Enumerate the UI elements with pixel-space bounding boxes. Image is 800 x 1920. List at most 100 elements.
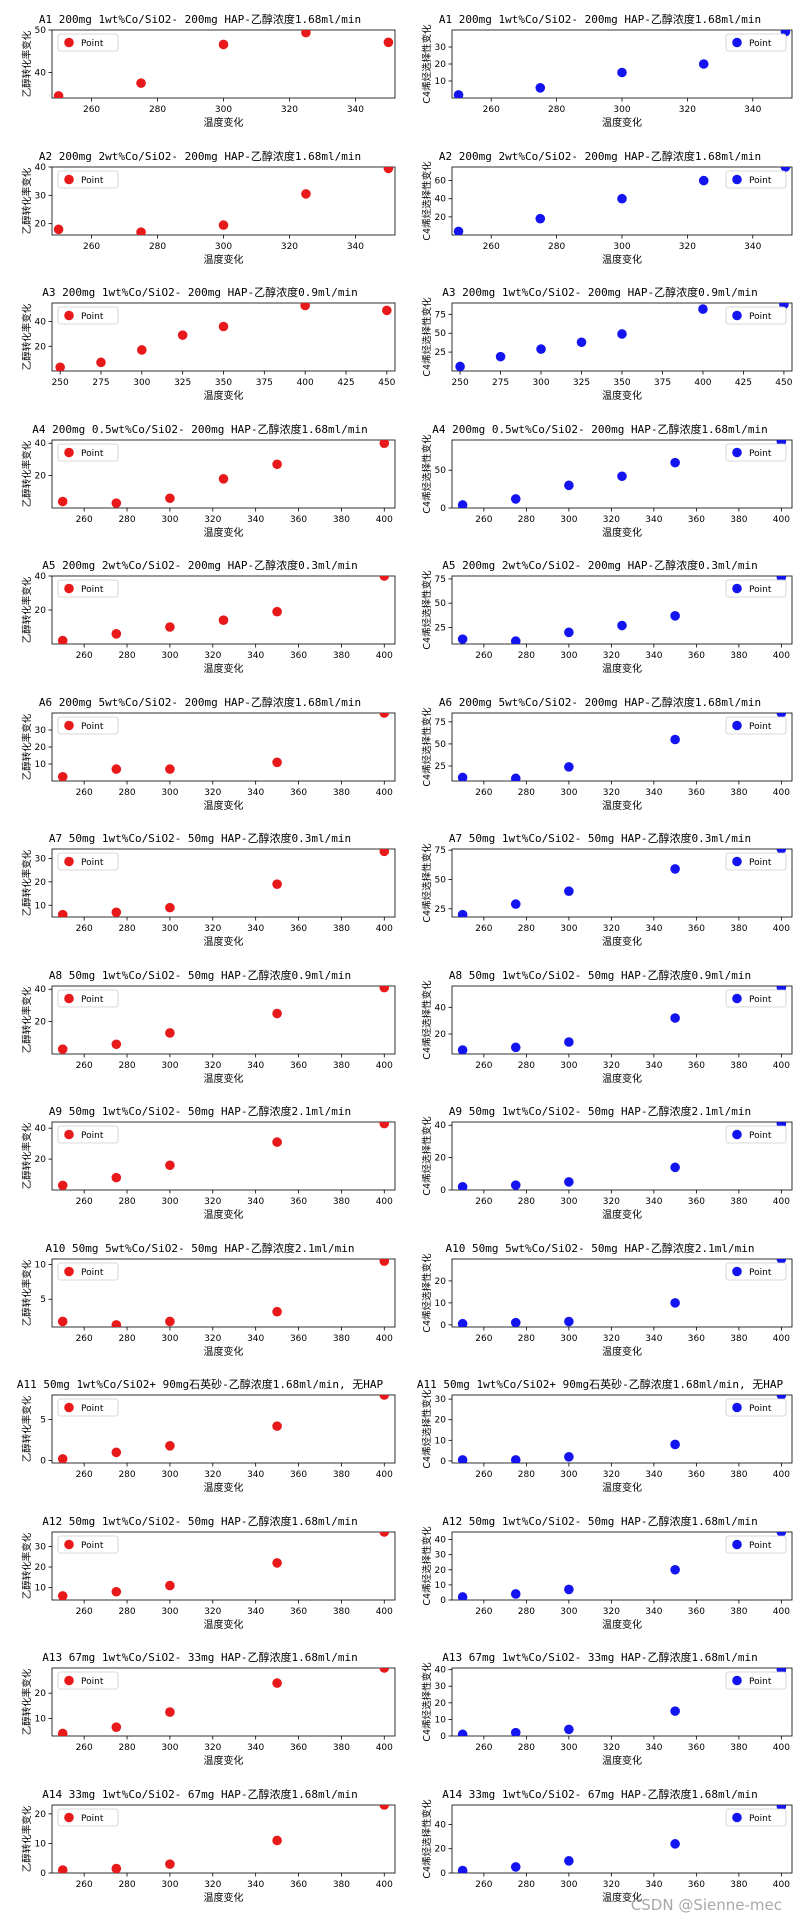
x-tick-label: 320 [603, 515, 620, 525]
legend-label: Point [749, 858, 772, 868]
y-tick-label: 50 [435, 875, 447, 885]
legend-label: Point [81, 722, 104, 732]
x-tick-label: 260 [483, 105, 500, 115]
y-tick-label: 20 [435, 1276, 447, 1286]
x-tick-label: 260 [475, 1470, 492, 1480]
x-tick-label: 380 [333, 515, 350, 525]
scatter-plot: 260 280 300 320 340 360 380 400 10 20 30 温度变化 乙醇转化率变… [21, 848, 396, 948]
legend-label: Point [749, 1677, 772, 1687]
scatter-plot: 260 280 300 320 340 360 380 400 25 50 75 温度变化 C4烯烃选择… [421, 570, 793, 675]
x-tick-label: 280 [118, 788, 135, 798]
y-axis-label: C4烯烃选择性变化 [421, 570, 433, 650]
x-tick-label: 260 [76, 924, 93, 934]
x-tick-label: 360 [688, 924, 705, 934]
legend-label: Point [81, 995, 104, 1005]
y-tick-label: 10 [35, 1583, 47, 1593]
data-point [564, 1724, 574, 1735]
y-tick-label: 0 [440, 504, 446, 514]
x-tick-label: 380 [730, 515, 747, 525]
x-tick-label: 380 [730, 1743, 747, 1753]
legend-marker [732, 447, 742, 457]
x-tick-label: 320 [603, 924, 620, 934]
legend: Point [57, 1262, 119, 1280]
x-tick-label: 425 [735, 378, 752, 388]
x-tick-label: 400 [376, 515, 393, 525]
y-axis-label: 乙醇转化率变化 [21, 986, 33, 1053]
y-tick-label: 50 [435, 329, 447, 339]
y-tick-label: 10 [435, 1580, 447, 1590]
legend-label: Point [81, 1677, 104, 1687]
panel-A8-left: A8 50mg 1wt%Co/SiO2- 50mg HAP-乙醇浓度0.9ml/… [0, 964, 400, 1101]
x-tick-label: 280 [518, 1607, 535, 1617]
data-point [564, 761, 574, 772]
x-tick-label: 320 [204, 1470, 221, 1480]
y-tick-label: 40 [435, 1820, 447, 1830]
legend-marker [732, 1539, 742, 1549]
data-point [379, 1395, 390, 1400]
y-tick-label: 20 [435, 1030, 447, 1040]
legend-label: Point [749, 995, 772, 1005]
legend-marker [64, 1675, 74, 1686]
legend-label: Point [749, 585, 772, 595]
plot-frame [451, 985, 793, 1054]
x-tick-label: 380 [333, 1197, 350, 1207]
y-tick-label: 5 [40, 1416, 46, 1426]
data-point [57, 1180, 68, 1190]
x-tick-label: 400 [773, 1197, 790, 1207]
legend-label: Point [749, 1131, 772, 1141]
x-tick-label: 340 [247, 515, 264, 525]
legend: Point [725, 1398, 787, 1417]
x-tick-label: 360 [688, 1607, 705, 1617]
x-tick-label: 320 [204, 1061, 221, 1071]
chart-title: A14 33mg 1wt%Co/SiO2- 67mg HAP-乙醇浓度1.68m… [42, 1787, 358, 1801]
data-point [272, 1008, 282, 1018]
chart-title: A1 200mg 1wt%Co/SiO2- 200mg HAP-乙醇浓度1.68… [38, 13, 362, 26]
chart-title: A11 50mg 1wt%Co/SiO2+ 90mg石英砂-乙醇浓度1.68ml… [16, 1378, 384, 1391]
plot-frame [451, 575, 793, 645]
x-tick-label: 320 [281, 105, 298, 115]
scatter-plot: 260 280 300 320 340 360 380 400 25 50 75 温度变化 C4烯烃选择… [421, 843, 793, 948]
data-point [670, 1012, 680, 1023]
chart-title: A13 67mg 1wt%Co/SiO2- 33mg HAP-乙醇浓度1.68m… [42, 1651, 358, 1664]
x-tick-label: 400 [376, 1470, 393, 1480]
x-tick-label: 260 [76, 1607, 93, 1617]
data-point [457, 499, 468, 508]
plot-frame [451, 1121, 793, 1191]
legend-label: Point [749, 1268, 772, 1278]
legend-marker [64, 993, 74, 1003]
data-point [564, 1855, 574, 1866]
scatter-plot: 260 280 300 320 340 360 380 400 0 10 20 温度变化 C4烯烃选择性… [421, 1252, 793, 1358]
x-axis-label: 温度变化 [602, 1072, 642, 1085]
x-tick-label: 360 [688, 1334, 705, 1344]
data-point [272, 1306, 282, 1317]
scatter-plot: 260 280 300 320 340 360 380 400 20 40 温度变化 乙醇转化率变化 P… [21, 985, 396, 1085]
legend-label: Point [749, 1404, 772, 1414]
x-tick-label: 380 [730, 1334, 747, 1344]
x-tick-label: 350 [613, 378, 630, 388]
data-point [510, 1455, 521, 1463]
x-tick-label: 300 [215, 105, 232, 115]
panel-A6-right: A6 200mg 5wt%Co/SiO2- 200mg HAP-乙醇浓度1.68… [400, 691, 800, 828]
legend-label: Point [81, 176, 104, 186]
data-point [564, 480, 574, 490]
data-point [457, 1591, 468, 1600]
x-tick-label: 260 [475, 1334, 492, 1344]
x-tick-label: 300 [613, 105, 630, 115]
y-axis-label: C4烯烃选择性变化 [421, 1116, 433, 1196]
x-tick-label: 260 [76, 651, 93, 661]
x-tick-label: 280 [118, 1470, 135, 1480]
y-axis-label: C4烯烃选择性变化 [421, 1389, 433, 1469]
legend-marker [64, 1266, 74, 1276]
x-tick-label: 360 [688, 1470, 705, 1480]
plot-frame [51, 439, 396, 508]
scatter-plot: 260 280 300 320 340 360 380 400 0 50 温度变化 C4烯烃选择性变化… [421, 433, 793, 539]
data-point [495, 351, 506, 362]
x-tick-label: 375 [654, 378, 671, 388]
data-point [165, 763, 175, 774]
x-tick-label: 320 [204, 788, 221, 798]
data-point [670, 457, 680, 467]
data-point [535, 83, 546, 93]
scatter-plot: 250 275 300 325 350 375 400 425 450 25 50 75 温度变化 C4烯… [421, 297, 793, 402]
y-tick-label: 10 [435, 77, 447, 87]
x-tick-label: 260 [475, 1743, 492, 1753]
